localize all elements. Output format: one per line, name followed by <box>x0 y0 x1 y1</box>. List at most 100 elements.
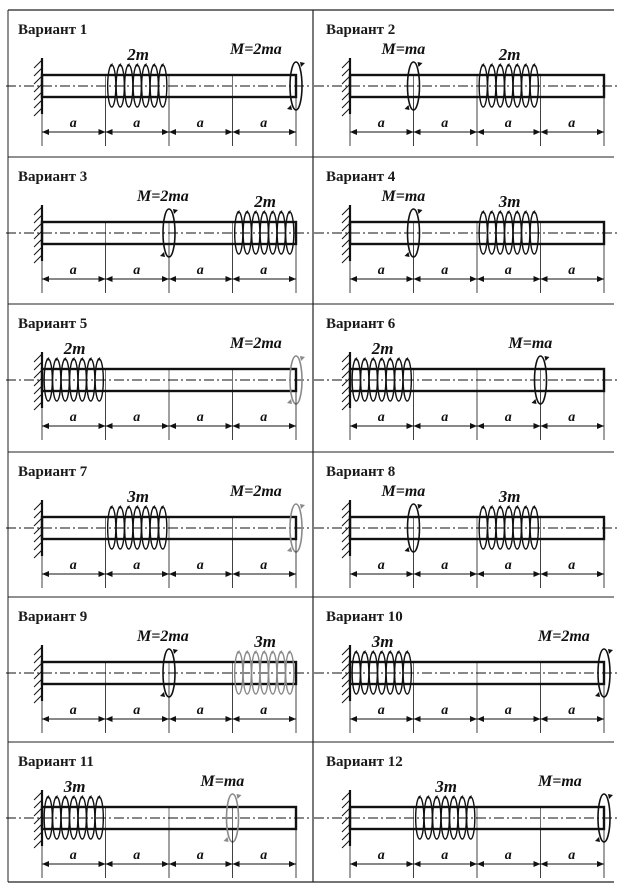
dimension-arrow <box>289 571 296 577</box>
dimension-label: a <box>441 558 448 573</box>
dimension-arrow <box>98 276 106 282</box>
concentrated-moment: M=2ma <box>537 628 613 698</box>
moment-arrow-top <box>544 356 550 361</box>
moment-label: M=ma <box>537 773 582 790</box>
loop-arrowhead <box>287 650 291 654</box>
moment-arrow-top <box>300 356 305 361</box>
loop-arrowhead <box>97 795 101 799</box>
loop-arrowhead <box>515 210 519 214</box>
dimension-label: a <box>260 558 267 573</box>
moment-arrow-bottom <box>404 547 410 552</box>
loop-arrowhead <box>63 795 67 799</box>
loop-arrowhead <box>236 210 240 214</box>
dimension-label: a <box>441 263 448 278</box>
loop-arrowhead <box>118 63 122 67</box>
loop-arrowhead <box>262 650 266 654</box>
dimension-label: a <box>197 116 204 131</box>
variant-panel-7: Вариант 7 3m M=2ma a a a a <box>6 464 312 588</box>
dimension-arrow <box>597 571 604 577</box>
dimension-arrow <box>169 276 176 282</box>
distributed-torque: 3m <box>351 632 413 695</box>
dimension-arrow <box>98 861 106 867</box>
loop-arrowhead <box>279 210 283 214</box>
dimension-arrow <box>540 423 548 429</box>
distributed-torque-label: 2m <box>63 339 86 358</box>
loop-arrowhead <box>405 357 409 361</box>
dimension-arrow <box>477 423 484 429</box>
dimension-arrow <box>350 423 357 429</box>
variant-panel-3: Вариант 3 2m M=2ma a a a a <box>6 169 312 293</box>
loop-arrowhead <box>481 210 485 214</box>
dimension-arrow <box>406 716 414 722</box>
distributed-torque: 3m <box>478 487 540 550</box>
dimension-arrow <box>350 861 357 867</box>
loop-arrowhead <box>468 795 472 799</box>
dimension-label: a <box>505 410 512 425</box>
loop-arrowhead <box>489 210 493 214</box>
loop-arrowhead <box>460 795 464 799</box>
dimension-arrow <box>533 423 541 429</box>
loop-arrowhead <box>126 505 130 509</box>
variant-title: Вариант 12 <box>326 754 403 770</box>
dimension-arrow <box>42 571 49 577</box>
loop-arrowhead <box>46 357 50 361</box>
moment-arrow-top <box>300 504 305 509</box>
distributed-torque: 2m <box>478 45 540 108</box>
moment-label: M=2ma <box>136 628 189 645</box>
variant-title: Вариант 5 <box>18 316 87 332</box>
distributed-torque-label: 3m <box>371 632 394 651</box>
dimension-arrow <box>98 571 106 577</box>
moment-label: M=2ma <box>229 41 282 58</box>
dimension-arrow <box>162 276 169 282</box>
dimension-label: a <box>378 558 385 573</box>
loop-arrowhead <box>253 650 257 654</box>
loop-arrowhead <box>506 505 510 509</box>
dimension-arrow <box>406 276 414 282</box>
variant-panel-5: Вариант 5 2m M=2ma a a a a <box>6 316 312 440</box>
dimension-arrow <box>232 276 240 282</box>
dimension-arrow <box>232 716 240 722</box>
fixed-support-wall <box>341 500 352 559</box>
dimension-label: a <box>197 558 204 573</box>
dimension-label: a <box>568 263 575 278</box>
moment-arrow-top <box>417 504 423 509</box>
loop-arrowhead <box>279 650 283 654</box>
dimension-label: a <box>133 848 140 863</box>
loop-arrowhead <box>54 357 58 361</box>
loop-arrowhead <box>379 357 383 361</box>
dimension-arrow <box>477 129 484 135</box>
dimension-label: a <box>505 703 512 718</box>
loop-arrowhead <box>71 357 75 361</box>
dimension-arrow <box>597 423 604 429</box>
dimension-label: a <box>133 116 140 131</box>
dimension-label: a <box>441 410 448 425</box>
dimension-arrow <box>533 716 541 722</box>
dimension-arrow <box>406 861 414 867</box>
moment-arrow-bottom <box>595 692 600 697</box>
table-grid <box>7 9 614 883</box>
fixed-support-wall <box>341 58 352 117</box>
loop-arrowhead <box>532 210 536 214</box>
dimension-arrow <box>289 276 296 282</box>
variant-panel-6: Вариант 6 2m M=ma a a a a <box>314 316 620 440</box>
dimension-arrow <box>98 129 106 135</box>
variant-title: Вариант 3 <box>18 169 87 185</box>
moment-label: M=ma <box>381 483 426 500</box>
distributed-torque-label: 3m <box>63 777 86 796</box>
distributed-torque: 2m <box>43 339 105 402</box>
variant-panel-1: Вариант 1 2m M=2ma a a a a <box>6 22 312 146</box>
loop-arrowhead <box>245 650 249 654</box>
loop-arrowhead <box>135 505 139 509</box>
dimension-label: a <box>70 558 77 573</box>
loop-arrowhead <box>523 210 527 214</box>
loop-arrowhead <box>515 505 519 509</box>
moment-arrow-top <box>300 62 305 67</box>
dimension-arrow <box>105 276 113 282</box>
loop-arrowhead <box>270 210 274 214</box>
dimension-label: a <box>260 848 267 863</box>
